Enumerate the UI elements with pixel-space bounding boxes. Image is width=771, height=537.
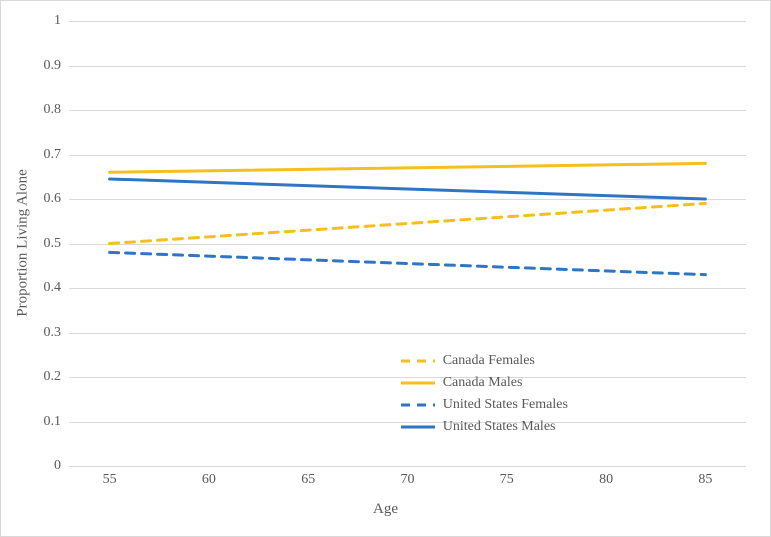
x-tick-label: 80 bbox=[599, 466, 613, 488]
series-line bbox=[110, 252, 706, 274]
x-tick-label: 85 bbox=[698, 466, 712, 488]
legend: Canada Females Canada Males United States … bbox=[401, 350, 568, 438]
chart-frame: Proportion Living Alone 00.10.20.30.40.5… bbox=[0, 0, 771, 537]
x-tick-label: 75 bbox=[500, 466, 514, 488]
x-tick-label: 70 bbox=[401, 466, 415, 488]
legend-swatch bbox=[401, 356, 435, 366]
x-tick-label: 60 bbox=[202, 466, 216, 488]
legend-label: United States Females bbox=[443, 397, 568, 413]
legend-label: United States Males bbox=[443, 419, 556, 435]
y-tick-label: 0.9 bbox=[44, 58, 70, 74]
series-line bbox=[110, 163, 706, 172]
x-axis-title: Age bbox=[373, 501, 398, 518]
y-tick-label: 0.1 bbox=[44, 414, 70, 430]
y-tick-label: 0.8 bbox=[44, 102, 70, 118]
legend-item: United States Females bbox=[401, 394, 568, 416]
legend-label: Canada Males bbox=[443, 375, 523, 391]
legend-swatch bbox=[401, 422, 435, 432]
legend-swatch bbox=[401, 400, 435, 410]
y-tick-label: 0.6 bbox=[44, 191, 70, 207]
y-tick-label: 0.4 bbox=[44, 280, 70, 296]
x-tick-label: 55 bbox=[103, 466, 117, 488]
legend-item: United States Males bbox=[401, 416, 568, 438]
legend-item: Canada Females bbox=[401, 350, 568, 372]
legend-item: Canada Males bbox=[401, 372, 568, 394]
y-tick-label: 0.7 bbox=[44, 147, 70, 163]
y-tick-label: 0.5 bbox=[44, 236, 70, 252]
y-axis-title: Proportion Living Alone bbox=[15, 169, 32, 317]
y-tick-label: 0.3 bbox=[44, 325, 70, 341]
series-line bbox=[110, 203, 706, 243]
y-tick-label: 0 bbox=[54, 458, 69, 474]
legend-swatch bbox=[401, 378, 435, 388]
x-tick-label: 65 bbox=[301, 466, 315, 488]
legend-label: Canada Females bbox=[443, 353, 535, 369]
y-tick-label: 0.2 bbox=[44, 369, 70, 385]
y-tick-label: 1 bbox=[54, 13, 69, 29]
plot-area: 00.10.20.30.40.50.60.70.80.9155606570758… bbox=[69, 21, 746, 466]
series-line bbox=[110, 179, 706, 199]
